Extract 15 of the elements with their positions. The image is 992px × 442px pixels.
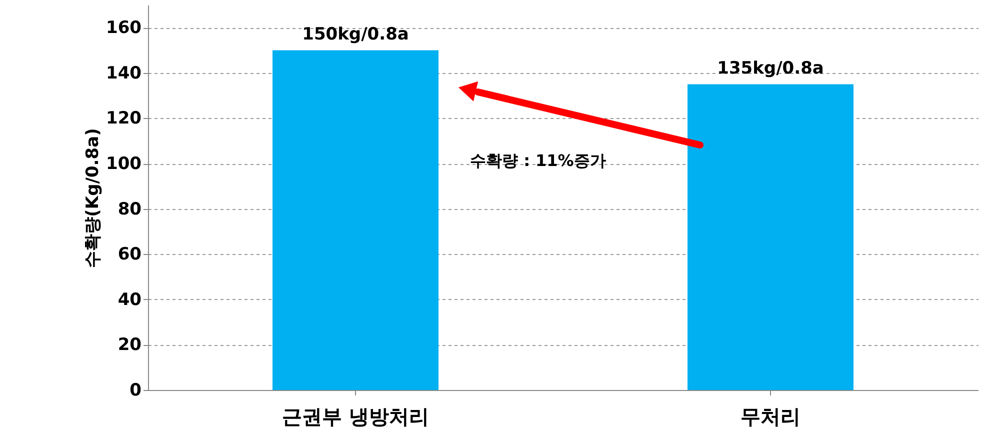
text: 135kg/0.8a	[717, 58, 824, 78]
y-tick-label: 100	[106, 154, 142, 174]
x-tick-label: 근권부 냉방처리	[282, 404, 429, 428]
y-tick-label: 80	[118, 199, 142, 220]
y-tick-label: 0	[130, 380, 142, 400]
y-tick-label: 20	[118, 335, 142, 356]
annotation: 수확량 : 11%증가	[470, 151, 606, 170]
text: 150kg/0.8a	[302, 24, 409, 44]
y-tick-label: 160	[106, 18, 142, 38]
y-tick-label: 60	[118, 244, 142, 265]
y-tick-label: 120	[106, 108, 142, 129]
y-tick-label: 140	[106, 63, 142, 84]
y-axis-title: 수확량(Kg/0.8a)	[83, 128, 104, 268]
y-tick-label: 40	[118, 290, 142, 310]
x-tick-label: 무처리	[740, 404, 800, 428]
